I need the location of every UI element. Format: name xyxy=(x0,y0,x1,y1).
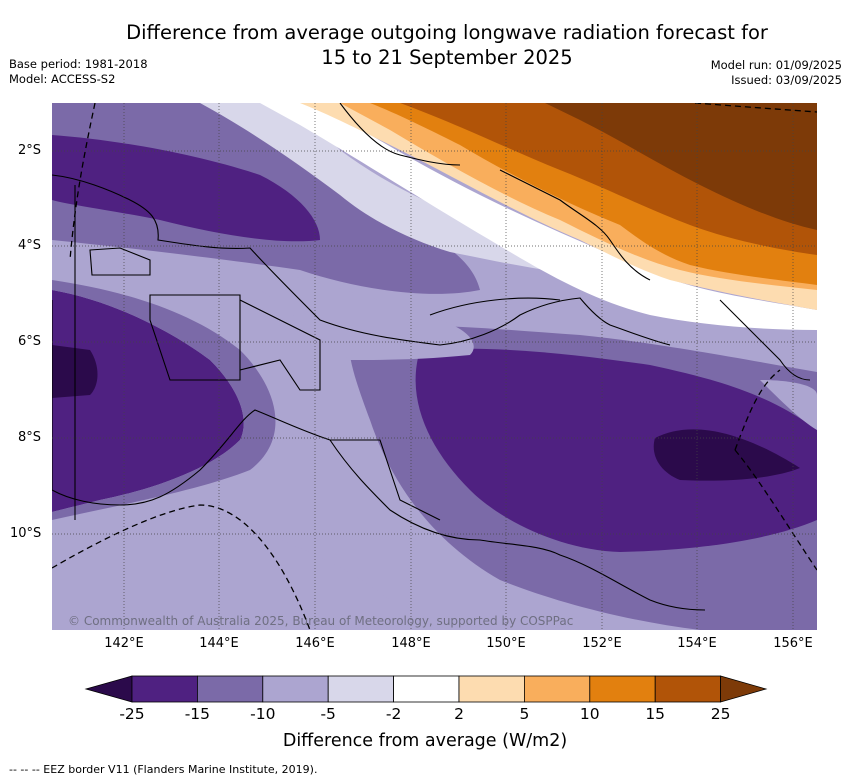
colorbar-bin xyxy=(654,675,722,703)
colorbar-tick-label: 10 xyxy=(579,705,600,723)
title-line-2: 15 to 21 September 2025 xyxy=(321,46,573,69)
colorbar-tick-label: 15 xyxy=(645,705,666,723)
colorbar-label: Difference from average (W/m2) xyxy=(282,731,568,751)
graticule xyxy=(52,103,817,630)
colorbar-tick-label: -25 xyxy=(119,705,145,723)
colorbar xyxy=(84,675,768,703)
colorbar-tick-label: -5 xyxy=(320,705,336,723)
eez-border xyxy=(52,103,817,630)
colorbar-extend-high xyxy=(720,675,768,703)
colorbar-tick-label: -15 xyxy=(184,705,211,723)
lon-label-142e: 142°E xyxy=(104,636,144,651)
lon-label-148e: 148°E xyxy=(391,636,431,651)
model-name: Model: ACCESS-S2 xyxy=(9,72,116,86)
colorbar-extend-low xyxy=(84,675,133,703)
colorbar-tick-label: 5 xyxy=(519,705,530,723)
anomaly-field xyxy=(52,103,817,630)
lon-label-146e: 146°E xyxy=(295,636,335,651)
meta-right: Model run: 01/09/2025 Issued: 03/09/2025 xyxy=(711,58,842,88)
lat-label-2s: 2°S xyxy=(18,143,42,158)
meta-left: Base period: 1981-2018 Model: ACCESS-S2 xyxy=(9,57,148,87)
eez-footnote: -- -- -- EEZ border V11 (Flanders Marine… xyxy=(9,763,318,776)
colorbar-bin xyxy=(327,675,395,703)
colorbar-tick-label: 2 xyxy=(454,705,464,723)
colorbar-tick-label: 25 xyxy=(710,705,731,723)
lon-label-156e: 156°E xyxy=(773,636,813,651)
colorbar-bin xyxy=(393,675,460,703)
model-run: Model run: 01/09/2025 xyxy=(710,58,842,72)
lon-label-144e: 144°E xyxy=(199,636,239,651)
lat-label-4s: 4°S xyxy=(18,238,42,253)
colorbar-tick-label: -10 xyxy=(250,705,276,723)
base-period: Base period: 1981-2018 xyxy=(9,57,148,71)
colorbar-bin xyxy=(262,675,329,703)
copyright-text: © Commonwealth of Australia 2025, Bureau… xyxy=(68,614,574,628)
lon-label-152e: 152°E xyxy=(582,636,622,651)
lon-label-150e: 150°E xyxy=(486,636,526,651)
coastlines xyxy=(52,103,811,611)
colorbar-bin xyxy=(524,675,591,703)
title-line-1: Difference from average outgoing longwav… xyxy=(126,21,768,44)
colorbar-tick-label: -2 xyxy=(385,705,402,723)
lat-label-6s: 6°S xyxy=(18,334,42,349)
issued-date: Issued: 03/09/2025 xyxy=(731,73,842,87)
map-title: Difference from average outgoing longwav… xyxy=(90,20,804,70)
colorbar-bin xyxy=(131,675,198,703)
colorbar-bin xyxy=(196,675,264,703)
colorbar-bin xyxy=(458,675,525,703)
lon-label-154e: 154°E xyxy=(677,636,717,651)
lat-label-10s: 10°S xyxy=(10,526,42,541)
lat-label-8s: 8°S xyxy=(18,430,42,445)
colorbar-bin xyxy=(589,675,656,703)
